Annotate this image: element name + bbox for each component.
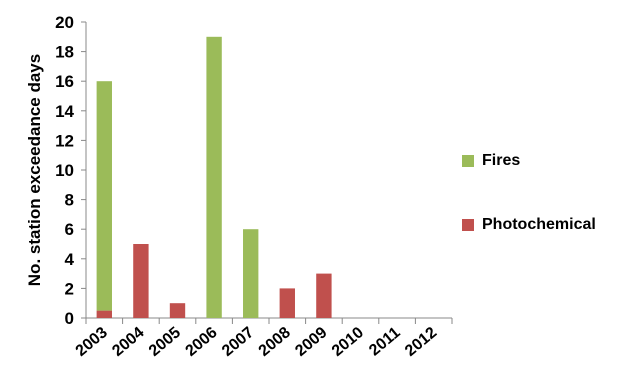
bar-photochemical-2004 xyxy=(133,244,149,318)
bar-fires-2007 xyxy=(243,229,259,318)
bar-fires-2003 xyxy=(96,81,112,311)
bars xyxy=(96,36,332,319)
x-tick-label: 2007 xyxy=(219,324,257,360)
bar-fires-2006 xyxy=(206,36,222,319)
x-tick-label: 2003 xyxy=(73,324,111,360)
x-tick-label: 2009 xyxy=(292,324,330,360)
x-tick-label: 2011 xyxy=(366,324,404,359)
legend-label-fires: Fires xyxy=(482,152,521,169)
y-tick-label: 2 xyxy=(65,279,74,298)
x-tick-label: 2005 xyxy=(146,324,184,360)
y-tick-label: 12 xyxy=(55,131,74,150)
legend-item-fires: Fires xyxy=(462,152,520,170)
x-tick-label: 2004 xyxy=(109,324,147,360)
x-tick-label: 2010 xyxy=(329,324,367,360)
bar-photochemical-2003 xyxy=(96,310,112,318)
legend-swatch-photochemical xyxy=(462,219,474,231)
x-tick-label: 2012 xyxy=(402,324,440,360)
y-tick-label: 20 xyxy=(55,13,74,32)
y-tick-label: 10 xyxy=(55,161,74,180)
x-tick-label: 2008 xyxy=(256,324,294,360)
y-tick-label: 18 xyxy=(55,43,74,62)
y-tick-label: 4 xyxy=(65,250,75,269)
y-tick-label: 14 xyxy=(55,102,74,121)
legend-label-photochemical: Photochemical xyxy=(482,216,596,233)
bar-photochemical-2009 xyxy=(316,273,332,318)
y-axis-ticks: 0 2 4 6 8 10 12 14 16 18 20 xyxy=(55,13,86,328)
bar-photochemical-2005 xyxy=(169,303,186,318)
y-tick-label: 6 xyxy=(65,220,74,239)
bar-photochemical-2008 xyxy=(279,288,295,318)
y-axis-label: No. station exceedance days xyxy=(25,54,44,286)
y-tick-label: 16 xyxy=(55,72,74,91)
y-tick-label: 0 xyxy=(65,309,74,328)
y-tick-label: 8 xyxy=(65,191,74,210)
legend-swatch-fires xyxy=(462,155,474,167)
x-tick-label: 2006 xyxy=(182,324,220,360)
legend-item-photochemical: Photochemical xyxy=(462,216,596,234)
